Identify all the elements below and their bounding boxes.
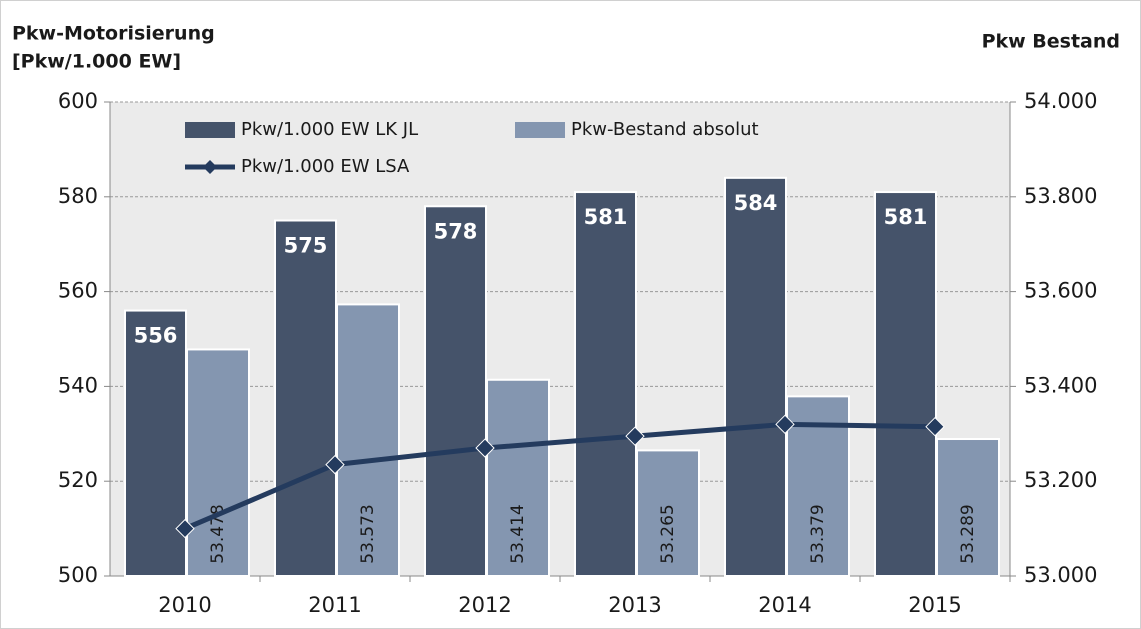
y2-tick-label: 53.400 [1024,373,1097,397]
value-label: 556 [134,324,178,348]
y-axis-title: Pkw-Motorisierung [12,23,215,45]
line-marker [175,518,195,539]
y-tick-label: 600 [58,89,98,113]
x-tick-label: 2015 [908,593,961,617]
x-tick-label: 2012 [458,593,511,617]
y2-axis-title: Pkw Bestand [982,31,1120,53]
y2-tick-label: 53.000 [1024,563,1097,587]
legend-label: Pkw/1.000 EW LK JL [241,119,418,140]
x-tick-label: 2011 [308,593,361,617]
value-label: 581 [884,205,928,229]
line [184,421,936,531]
y-axis-title: [Pkw/1.000 EW] [12,51,181,73]
legend-swatch [515,122,565,138]
value-label: 584 [734,191,778,215]
legend-swatch [203,160,217,174]
y-tick-label: 540 [58,373,98,397]
x-tick-label: 2013 [608,593,661,617]
bar [724,176,787,577]
value-label: 53.414 [508,504,528,563]
value-label: 53.573 [358,504,378,563]
bar [424,205,487,577]
bar [336,303,400,577]
bar [636,449,700,578]
line-marker [475,438,495,458]
line-marker [775,414,795,435]
y-tick-label: 560 [58,279,98,303]
bar [936,438,1000,577]
legend-label: Pkw/1.000 EW LSA [241,156,410,177]
line-marker [925,416,945,437]
value-label: 581 [584,205,628,229]
legend-swatch [185,122,235,138]
legend-label: Pkw-Bestand absolut [571,119,759,140]
bar [486,378,550,577]
y-tick-label: 580 [58,184,98,208]
y-tick-label: 500 [58,563,98,587]
value-label: 575 [284,234,328,258]
x-tick-label: 2010 [158,593,211,617]
value-label: 578 [434,219,478,243]
y2-tick-label: 53.200 [1024,468,1097,492]
bar [874,191,937,577]
bar [186,348,250,578]
x-tick-label: 2014 [758,593,811,617]
bar [124,309,187,577]
bar [574,191,637,577]
y2-tick-label: 54.000 [1024,89,1097,113]
line-marker [325,454,345,475]
bar [274,219,337,577]
line-marker [625,426,645,446]
y-tick-label: 520 [58,468,98,492]
y2-tick-label: 53.600 [1024,279,1097,303]
y2-tick-label: 53.800 [1024,184,1097,208]
value-label: 53.265 [658,504,678,563]
value-label: 53.379 [808,504,828,563]
value-label: 53.289 [958,504,978,563]
